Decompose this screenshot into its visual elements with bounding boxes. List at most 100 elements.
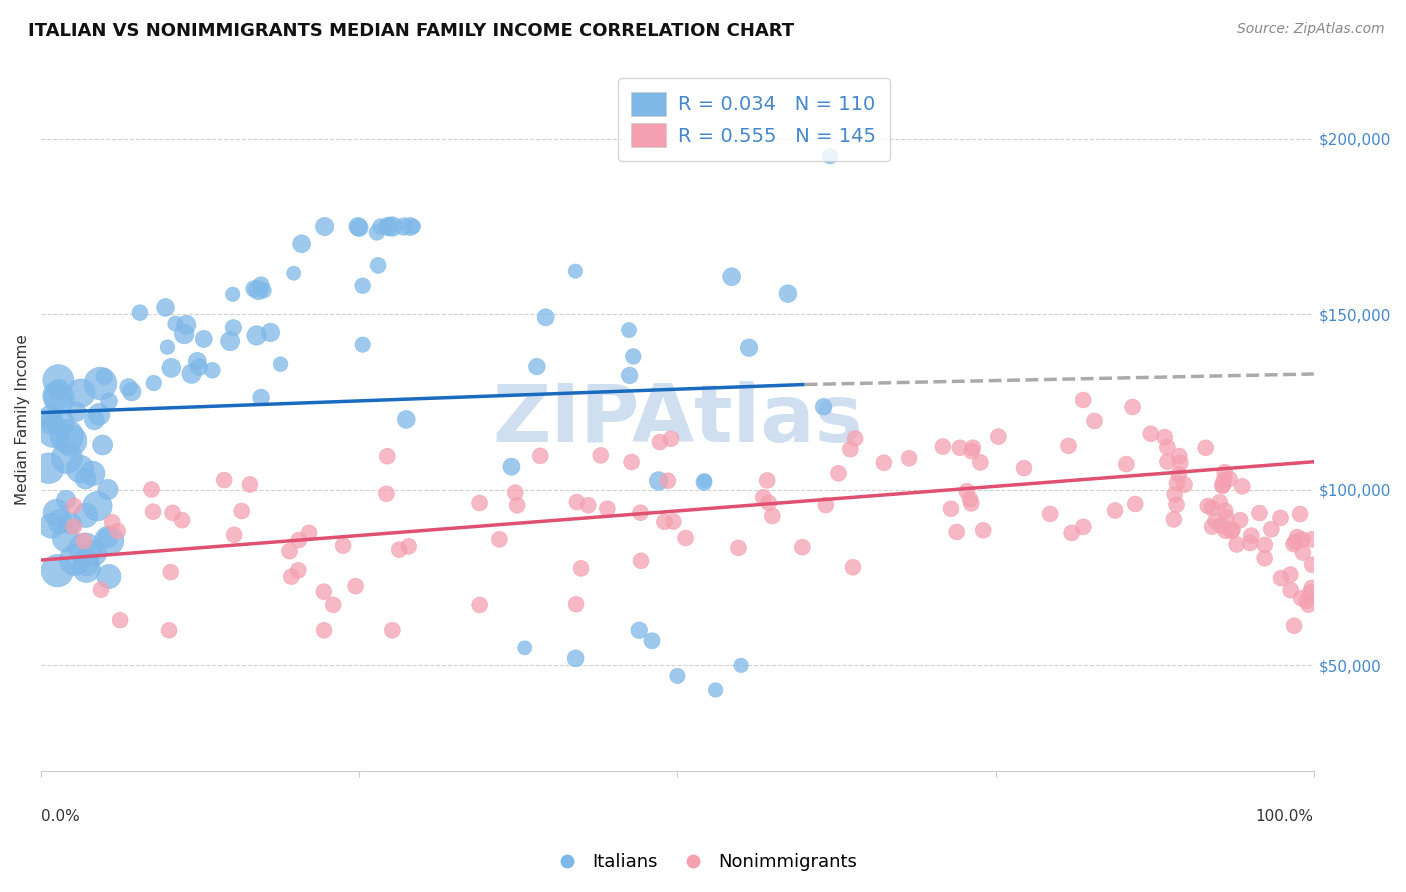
Point [501,459,523,474]
Point [219,334,242,348]
Point [352,278,374,293]
Point [250,391,273,405]
Point [534,310,557,325]
Point [1289,507,1312,521]
Point [156,340,179,354]
Point [97,483,120,497]
Point [381,219,404,234]
Point [39,410,62,425]
Point [488,533,510,547]
Point [987,430,1010,444]
Point [659,432,682,446]
Point [1211,518,1233,533]
Point [270,357,292,371]
Point [69,462,91,476]
Point [253,284,276,298]
Point [1279,567,1302,582]
Point [49,416,72,430]
Point [160,360,183,375]
Point [1279,583,1302,598]
Point [1270,511,1292,525]
Point [73,534,96,549]
Point [1168,449,1191,463]
Point [1201,519,1223,533]
Point [1229,513,1251,527]
Point [243,282,266,296]
Point [221,287,243,301]
Point [157,624,180,638]
Point [344,579,367,593]
Point [1215,524,1237,538]
Point [224,528,246,542]
Point [170,513,193,527]
Point [776,286,799,301]
Point [949,441,972,455]
Point [1260,522,1282,536]
Point [1301,533,1323,547]
Point [1104,503,1126,517]
Point [873,456,896,470]
Point [250,277,273,292]
Point [468,496,491,510]
Point [97,531,120,545]
Point [46,389,69,403]
Point [1282,618,1305,632]
Point [65,405,87,419]
Point [704,682,727,697]
Point [1204,514,1226,528]
Point [1301,581,1323,595]
Point [1298,598,1320,612]
Point [121,384,143,399]
Point [173,327,195,342]
Point [1220,524,1243,538]
Point [45,506,67,520]
Point [48,392,70,406]
Point [193,332,215,346]
Point [1240,529,1263,543]
Point [1071,520,1094,534]
Point [75,508,97,523]
Point [75,471,97,485]
Point [38,461,60,475]
Point [1195,441,1218,455]
Point [1156,455,1178,469]
Point [231,504,253,518]
Point [402,219,425,234]
Point [155,301,177,315]
Point [377,219,399,234]
Point [1166,476,1188,491]
Point [366,226,388,240]
Point [1254,538,1277,552]
Point [962,441,984,455]
Point [288,533,311,547]
Point [727,541,749,555]
Point [1292,545,1315,559]
Point [399,219,422,234]
Point [641,633,664,648]
Point [945,524,967,539]
Point [1289,591,1312,606]
Point [1122,400,1144,414]
Point [108,613,131,627]
Point [347,220,370,235]
Point [55,492,77,507]
Point [956,484,979,499]
Point [526,359,548,374]
Point [564,264,586,278]
Point [162,506,184,520]
Point [46,564,69,578]
Point [1071,392,1094,407]
Point [630,506,652,520]
Point [1083,414,1105,428]
Point [620,455,643,469]
Legend: Italians, Nonimmigrants: Italians, Nonimmigrants [541,847,865,879]
Point [89,376,111,391]
Point [388,542,411,557]
Point [589,449,612,463]
Point [278,544,301,558]
Point [56,429,79,443]
Point [1057,439,1080,453]
Point [247,283,270,297]
Point [245,328,267,343]
Point [90,582,112,597]
